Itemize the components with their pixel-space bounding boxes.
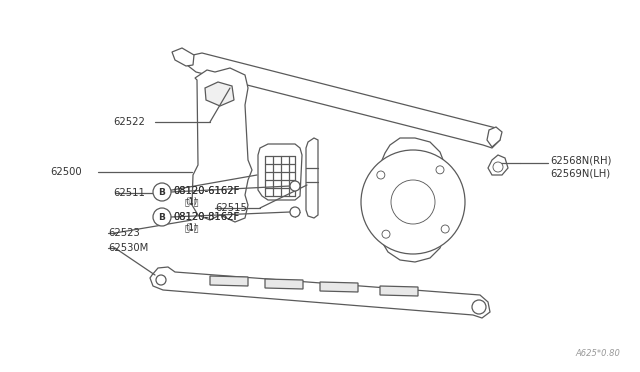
Polygon shape <box>488 155 508 175</box>
Polygon shape <box>306 138 318 218</box>
Text: 62523: 62523 <box>108 228 140 238</box>
Polygon shape <box>205 82 234 106</box>
Text: 、1。: 、1。 <box>185 198 200 206</box>
Text: 08120-8162F: 08120-8162F <box>173 212 239 222</box>
Polygon shape <box>320 282 358 292</box>
Circle shape <box>441 225 449 233</box>
Text: (1): (1) <box>185 196 197 205</box>
Text: 08120-6162F: 08120-6162F <box>173 186 239 196</box>
Circle shape <box>153 183 171 201</box>
Polygon shape <box>172 48 194 66</box>
Text: 62500: 62500 <box>50 167 82 177</box>
Circle shape <box>391 180 435 224</box>
Text: 62522: 62522 <box>113 117 145 127</box>
Polygon shape <box>150 267 490 318</box>
Text: 62530M: 62530M <box>108 243 148 253</box>
Circle shape <box>156 275 166 285</box>
Text: 62511: 62511 <box>113 188 145 198</box>
Text: B: B <box>159 212 165 221</box>
Polygon shape <box>192 68 252 222</box>
Text: 62515: 62515 <box>215 203 247 213</box>
Circle shape <box>361 150 465 254</box>
Polygon shape <box>265 279 303 289</box>
Circle shape <box>493 162 503 172</box>
Text: 62568N(RH): 62568N(RH) <box>550 155 611 165</box>
Polygon shape <box>187 53 500 148</box>
Text: B: B <box>159 187 165 196</box>
Text: A625*0.80: A625*0.80 <box>575 349 620 358</box>
Text: 08120-8162F: 08120-8162F <box>173 212 239 222</box>
Text: 62569N(LH): 62569N(LH) <box>550 168 610 178</box>
Circle shape <box>472 300 486 314</box>
Polygon shape <box>380 286 418 296</box>
Polygon shape <box>380 138 445 262</box>
Polygon shape <box>487 127 502 147</box>
Circle shape <box>436 166 444 174</box>
Polygon shape <box>210 276 248 286</box>
Circle shape <box>290 181 300 191</box>
Circle shape <box>377 171 385 179</box>
Circle shape <box>153 208 171 226</box>
Text: (1): (1) <box>185 222 197 231</box>
Circle shape <box>382 230 390 238</box>
Text: 、1。: 、1。 <box>185 224 200 232</box>
Polygon shape <box>258 144 302 200</box>
Text: 08120-6162F: 08120-6162F <box>173 186 239 196</box>
Circle shape <box>290 207 300 217</box>
